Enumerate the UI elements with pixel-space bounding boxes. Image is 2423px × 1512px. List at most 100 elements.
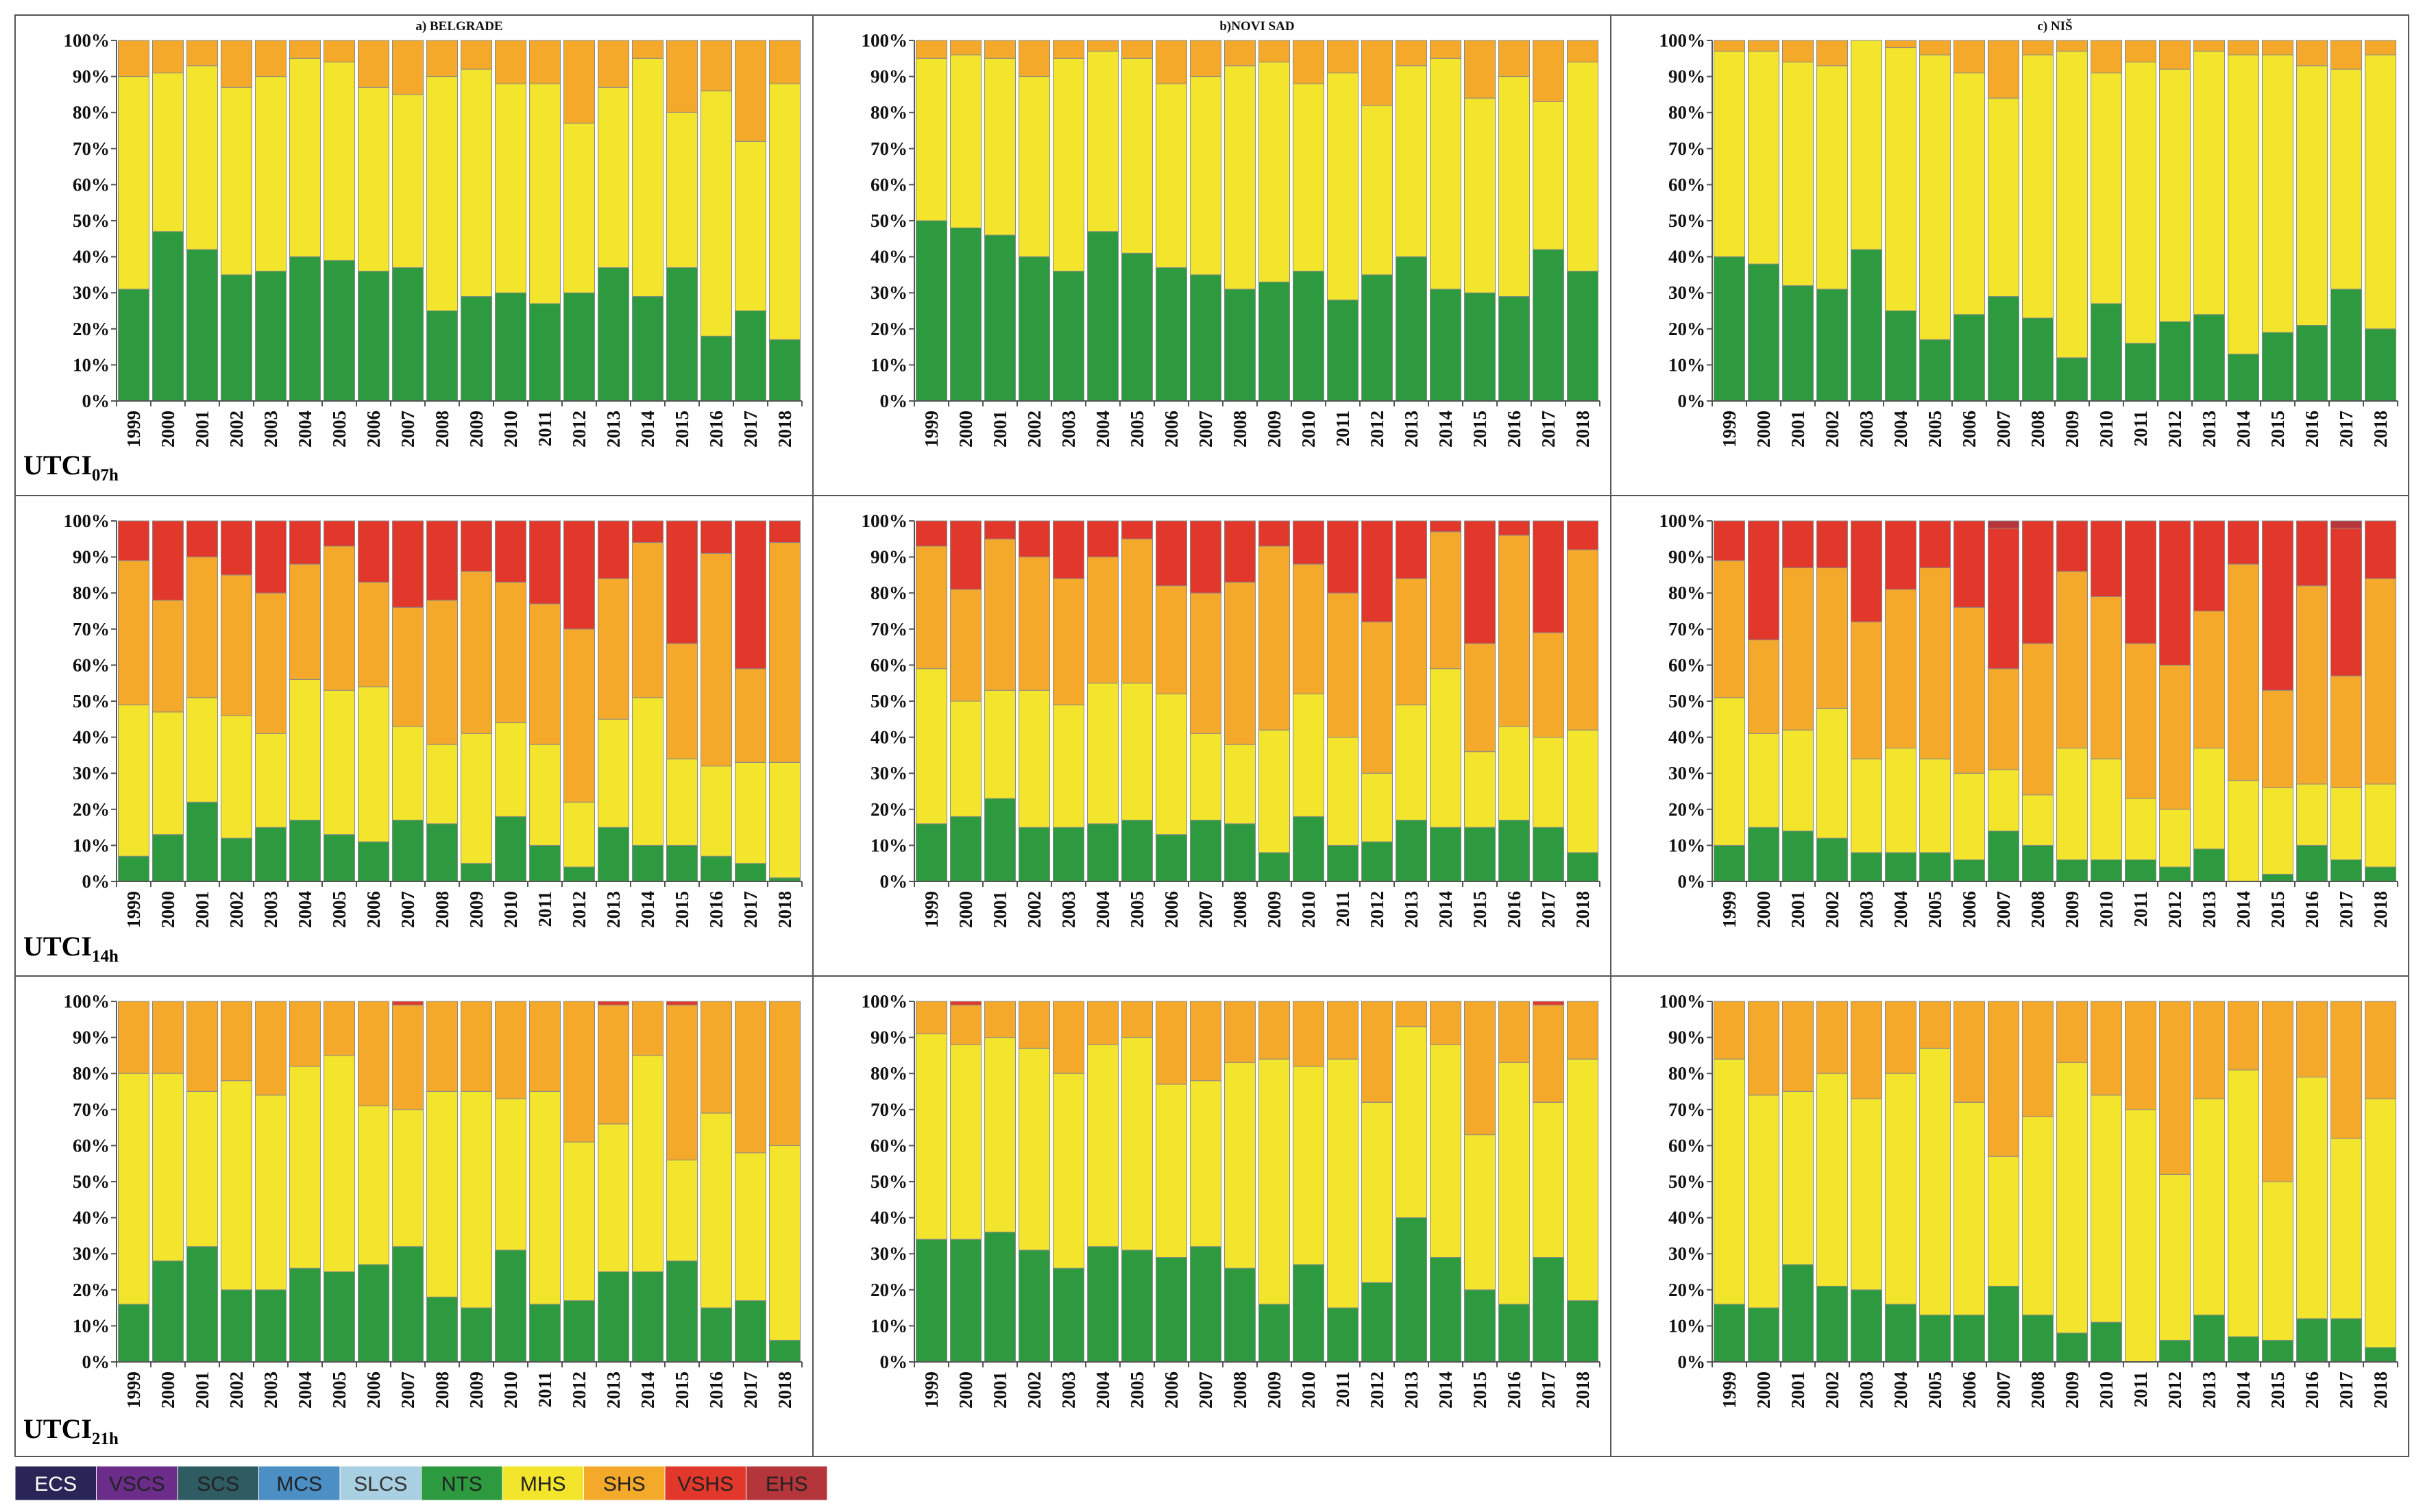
- bar-mhs-2015: [2262, 54, 2293, 333]
- x-tick-label: 2002: [226, 1371, 247, 1409]
- bar-shs-2013: [598, 1004, 629, 1125]
- x-tick-label: 2003: [1058, 891, 1079, 928]
- legend-label-mcs: MCS: [276, 1473, 322, 1496]
- bar-shs-2012: [1361, 1001, 1393, 1103]
- bar-vshs-2008: [1224, 520, 1256, 583]
- y-tick-label: 50%: [870, 691, 908, 711]
- bar-shs-2000: [1748, 1001, 1779, 1096]
- bar-nts-2015: [666, 267, 698, 402]
- panel-07h-novi-sad: b)NOVI SAD 0% 10% 20% 30% 40% 50% 60% 70% 80% 90% 1…: [862, 19, 1600, 448]
- bar-shs-2011: [529, 603, 561, 745]
- y-tick-label: 90%: [870, 1027, 908, 1048]
- bar-nts-2008: [1224, 823, 1256, 882]
- bar-vshs-2006: [1953, 520, 1985, 608]
- x-tick-label: 2018: [2370, 1371, 2391, 1409]
- bar-shs-2003: [255, 40, 287, 77]
- bar-nts-2009: [2056, 357, 2088, 402]
- bar-shs-2013: [2193, 1001, 2225, 1099]
- y-tick-label: 30%: [870, 763, 908, 783]
- bar-mhs-2010: [1293, 83, 1324, 272]
- bar-mhs-2011: [2125, 1109, 2156, 1363]
- bar-nts-2003: [1053, 1267, 1084, 1363]
- bar-shs-2002: [1019, 1001, 1050, 1049]
- bar-shs-2003: [1851, 621, 1882, 759]
- bar-nts-2017: [2330, 289, 2362, 402]
- y-tick-label: 40%: [870, 727, 908, 748]
- x-tick-label: 2008: [2028, 1371, 2048, 1409]
- x-tick-label: 2016: [1504, 411, 1524, 448]
- bar-mhs-2016: [2296, 1076, 2328, 1319]
- x-tick-label: 1999: [921, 1371, 942, 1409]
- bar-nts-2004: [289, 256, 321, 402]
- bar-shs-1999: [916, 546, 947, 670]
- panel-21h-novi-sad: 0% 10% 20% 30% 40% 50% 60% 70% 80% 90% 100% 1999 200…: [862, 991, 1600, 1409]
- bar-nts-2008: [1224, 289, 1256, 402]
- y-tick-label: 10%: [870, 354, 908, 375]
- bar-shs-2000: [1748, 639, 1779, 734]
- y-tick-label: 30%: [1668, 763, 1705, 783]
- bar-shs-2010: [1293, 563, 1324, 694]
- bar-shs-2005: [324, 546, 355, 691]
- x-tick-label: 2000: [955, 1371, 976, 1409]
- y-tick-label: 90%: [870, 547, 908, 568]
- bar-nts-2010: [495, 816, 526, 882]
- bar-nts-2016: [701, 855, 732, 882]
- bar-mhs-2017: [735, 141, 766, 311]
- y-tick-label: 80%: [73, 102, 110, 123]
- bar-nts-2001: [1782, 830, 1814, 882]
- bar-mhs-2016: [1498, 726, 1530, 821]
- bar-vshs-2017: [1533, 1001, 1564, 1005]
- bar-vshs-2011: [2125, 520, 2156, 644]
- bar-nts-2005: [324, 260, 355, 402]
- x-tick-label: 2003: [1058, 1371, 1079, 1409]
- bar-nts-2006: [358, 271, 389, 402]
- bar-nts-2000: [1748, 263, 1779, 402]
- bar-mhs-2011: [1327, 72, 1359, 301]
- bar-nts-2001: [984, 1232, 1016, 1363]
- bar-mhs-1999: [916, 1033, 947, 1240]
- bar-vshs-2012: [1361, 520, 1393, 622]
- bar-nts-2018: [1567, 1300, 1598, 1363]
- bar-shs-2016: [1498, 40, 1530, 77]
- x-tick-label: 2000: [955, 891, 976, 928]
- bar-nts-2012: [2159, 321, 2191, 402]
- bar-shs-2005: [1919, 40, 1951, 56]
- bar-vshs-2010: [495, 520, 526, 583]
- x-tick-label: 2008: [2028, 891, 2048, 928]
- bar-nts-2001: [186, 249, 218, 402]
- bar-vshs-1999: [916, 520, 947, 547]
- bar-mhs-2013: [2193, 51, 2225, 315]
- x-tick-label: 2009: [2062, 411, 2082, 448]
- y-tick-label: 0%: [1678, 871, 1706, 892]
- bar-nts-2014: [1430, 289, 1461, 402]
- bar-mhs-2006: [1156, 83, 1187, 268]
- bar-mhs-2012: [2159, 809, 2191, 868]
- row-label-sub: 14h: [92, 947, 119, 966]
- bar-nts-2002: [1816, 838, 1848, 882]
- bar-vshs-2000: [950, 1001, 982, 1005]
- legend-label-ehs: EHS: [766, 1473, 808, 1496]
- x-tick-label: 2005: [329, 891, 350, 928]
- x-tick-label: 2000: [158, 891, 178, 928]
- bar-vshs-2014: [1430, 520, 1461, 533]
- bar-nts-2000: [1748, 1307, 1779, 1363]
- y-tick-label: 100%: [1659, 991, 1706, 1012]
- bar-nts-2004: [289, 1267, 321, 1363]
- x-tick-label: 2009: [1264, 1371, 1284, 1409]
- bar-shs-2008: [1224, 40, 1256, 66]
- y-tick-label: 100%: [1659, 511, 1706, 531]
- bar-shs-2009: [461, 40, 492, 70]
- bar-nts-2001: [186, 801, 218, 882]
- legend-swatch-shs: [583, 1465, 666, 1501]
- y-tick-label: 10%: [1668, 354, 1705, 375]
- bar-nts-2016: [2296, 325, 2328, 402]
- legend-label-vscs: VSCS: [109, 1473, 165, 1496]
- bar-shs-2017: [735, 668, 766, 763]
- y-tick-label: 80%: [870, 1063, 908, 1084]
- x-tick-label: 2006: [1959, 891, 1980, 928]
- bar-nts-2016: [701, 1307, 732, 1363]
- bar-nts-2011: [529, 844, 561, 882]
- bar-vshs-2018: [769, 520, 801, 544]
- bar-nts-2006: [358, 1264, 389, 1363]
- bar-vshs-2013: [598, 520, 629, 579]
